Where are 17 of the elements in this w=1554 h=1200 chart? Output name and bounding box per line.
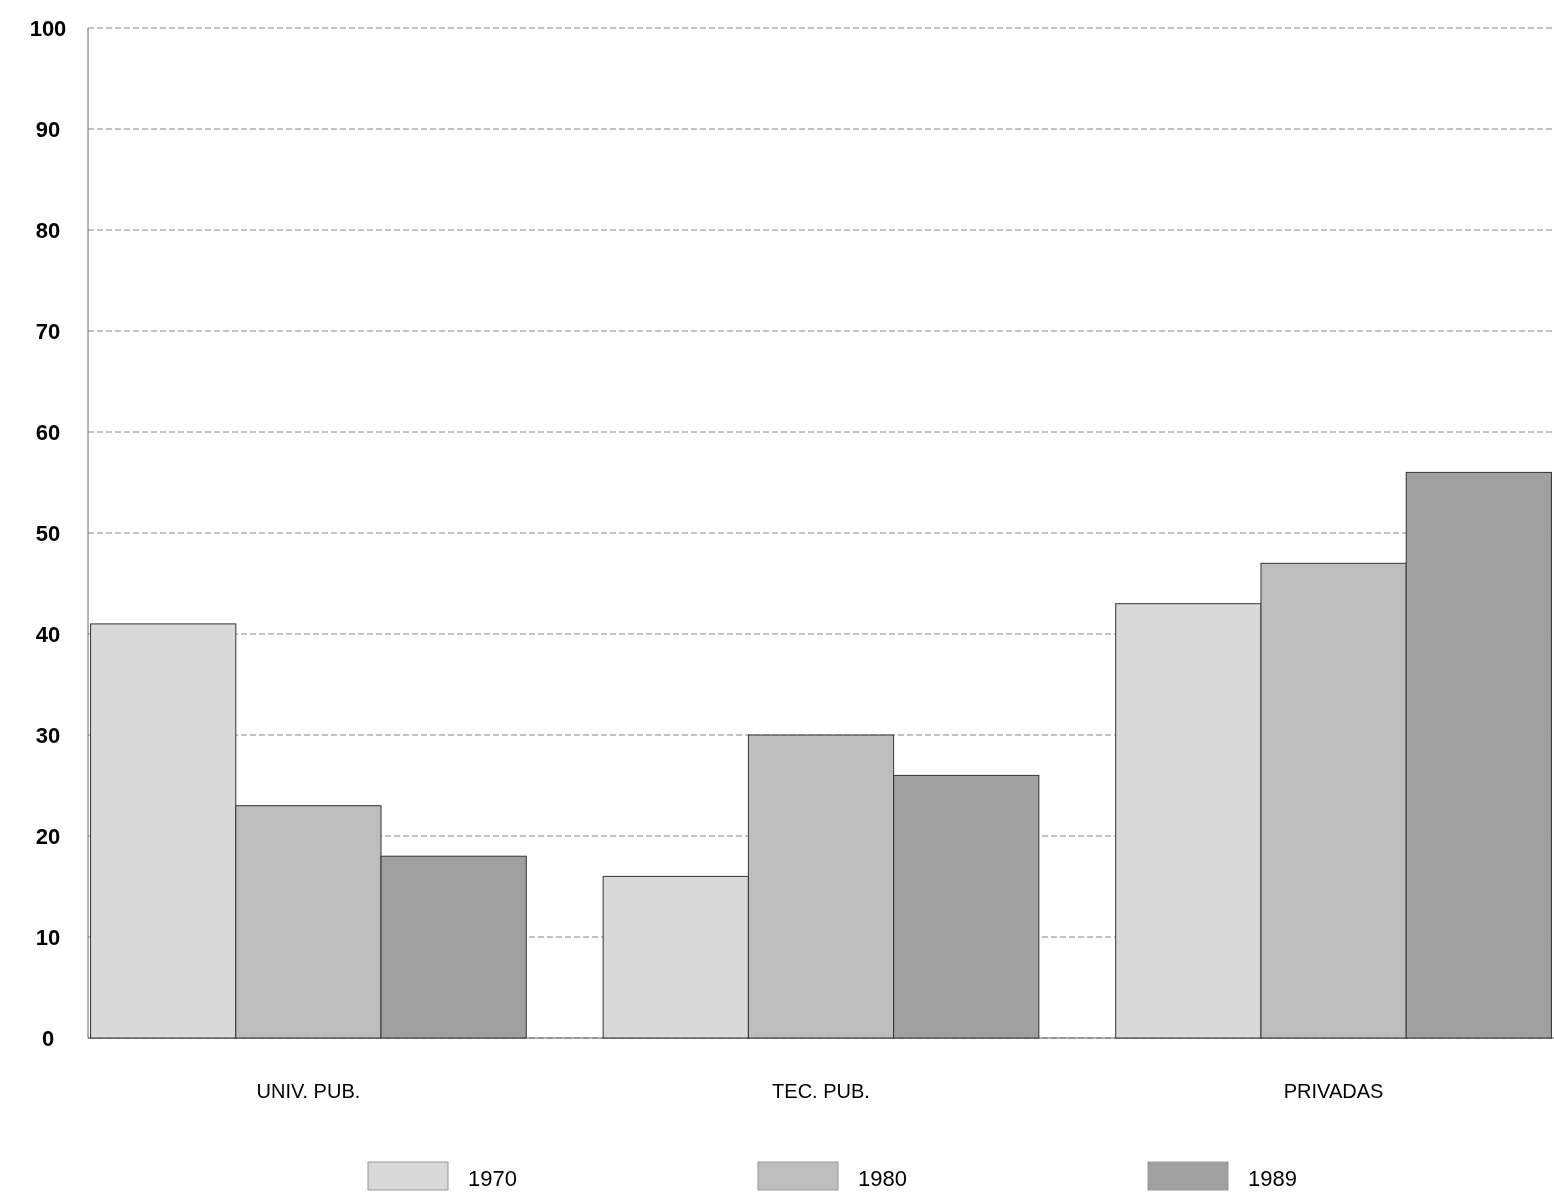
y-tick-label: 90	[35, 116, 61, 142]
x-tick-label: TEC. PUB.	[772, 1080, 870, 1102]
y-tick-label: 100	[29, 15, 67, 41]
y-tick-label: 40	[35, 621, 61, 647]
x-tick-label: UNIV. PUB.	[256, 1080, 361, 1102]
y-tick-label: 30	[35, 722, 61, 748]
y-tick-label: 10	[35, 924, 61, 950]
y-tick-label: 70	[35, 318, 61, 344]
y-tick-label: 60	[35, 419, 61, 445]
y-tick-label: 50	[35, 520, 61, 546]
x-tick-label: PRIVADAS	[1283, 1080, 1384, 1102]
y-tick-label: 0	[41, 1025, 55, 1051]
y-tick-label: 80	[35, 217, 61, 243]
y-tick-label: 20	[35, 823, 61, 849]
legend-label: 1970	[468, 1165, 517, 1191]
legend-label: 1980	[858, 1165, 907, 1191]
legend-label: 1989	[1248, 1165, 1297, 1191]
